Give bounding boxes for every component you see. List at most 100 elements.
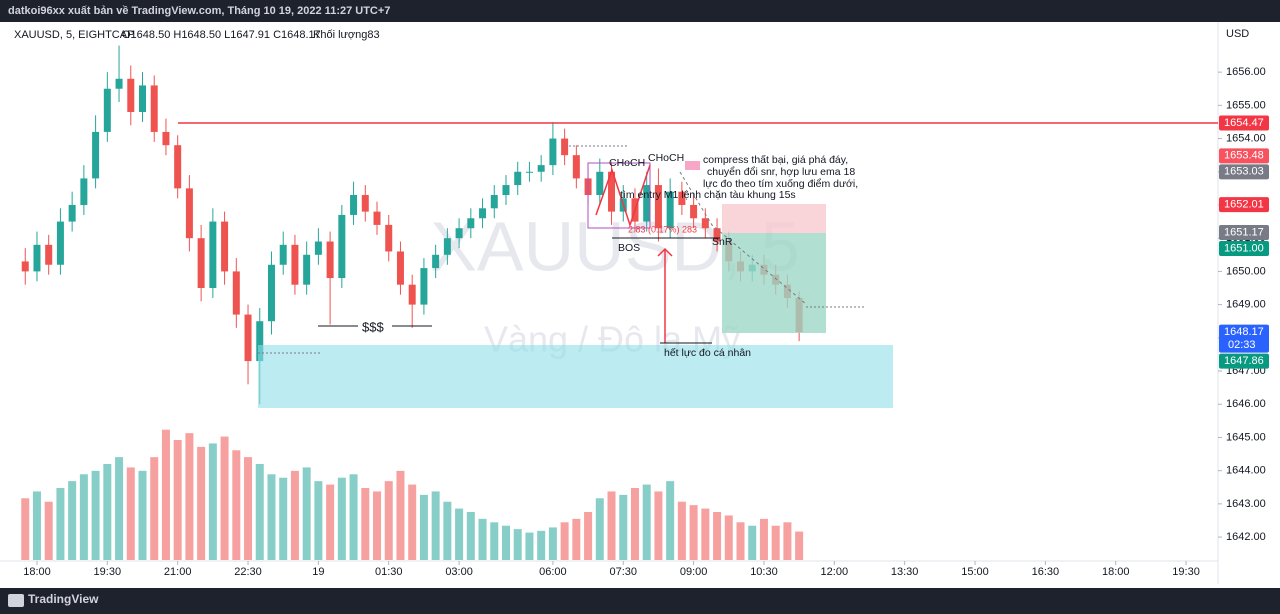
candle-body [596,171,604,196]
top-bar [0,0,1280,22]
candle-body [408,284,416,305]
volume-bar [654,491,663,560]
y-tick-label: 1643.00 [1226,498,1266,510]
x-tick-label: 01:30 [375,566,403,578]
x-tick-label: 22:30 [234,566,262,578]
volume-bar [349,474,358,560]
candle-body [572,155,580,179]
volume-bar [232,450,241,560]
volume-bar [619,494,628,560]
volume-bar [279,477,288,560]
annotation: chuyển đổi snr, hợp lưu ema 18 [707,166,855,178]
price-tag [1219,324,1269,353]
x-tick-label: 07:30 [609,566,637,578]
ohlc-legend: O1648.50 H1648.50 L1647.91 C1648.17 [122,29,321,41]
price-tag-label: 1654.47 [1224,117,1264,129]
volume-bar [68,481,77,560]
x-tick-label: 12:00 [821,566,849,578]
price-tag-label: 1651.17 [1224,226,1264,238]
annotation: lực đo theo tím xuống điểm dưới, [703,178,858,190]
candle-body [420,268,428,305]
volume-bar [56,488,65,560]
candle-body [256,321,264,362]
candle-body [514,171,522,186]
annotation: 2.83 (0.17%) 283 [628,224,697,234]
y-tick-label: 1654.00 [1226,132,1266,144]
volume-bar [185,433,194,560]
y-tick-label: 1642.00 [1226,531,1266,543]
x-tick-label: 10:30 [750,566,778,578]
volume-bar [302,467,311,560]
price-tag-label: 1653.03 [1224,166,1264,178]
volume-bar [244,457,253,560]
header: datkoi96xx xuất bản về TradingView.com, … [8,5,390,17]
candle-body [21,261,29,272]
annotations: CHoCH CHoCH BOS SnR $$$ hết lực đo cá nh… [362,152,858,359]
candle-body [338,214,346,279]
annotation: CHoCH [609,157,645,169]
volume-bar [795,531,804,560]
volume-bar [548,527,557,560]
volume-bar [513,529,522,560]
volume-bar [21,498,30,560]
y-tick-label: 1656.00 [1226,66,1266,78]
volume-bar [326,484,335,560]
volume-bar [314,481,323,560]
candle-body [361,195,369,212]
drawings [178,122,1218,408]
price-tag-label: 1651.00 [1224,242,1264,254]
candle-body [713,228,721,242]
volume-bar [220,436,229,560]
candle-body [350,195,358,215]
volume-bar [584,512,593,560]
logo [8,594,24,607]
volume-bar [337,477,346,560]
price-tag-label: 1652.01 [1224,199,1264,211]
volume-bar [677,501,686,560]
volume-bar [630,488,639,560]
price-tag-label: 1647.86 [1224,355,1264,367]
volume-bar [361,488,370,560]
x-tick-label: 18:00 [1102,566,1130,578]
volume-bar [759,518,768,560]
annotation: SnR [712,236,733,248]
candle-body [396,251,404,285]
volume-bar [713,512,722,560]
y-tick-label: 1649.00 [1226,299,1266,311]
zigzag [595,164,651,228]
candle-body [197,238,205,289]
volume-bar [91,470,100,560]
candle-body [537,165,545,172]
annotation: tìm entry M1 lệnh chặn tàu khung 15s [620,189,796,201]
candle-body [690,204,698,219]
candle-body [666,191,674,229]
volume-bar [666,481,675,560]
footer: TradingView [28,592,99,606]
volume-legend: Khối lượng83 [313,29,380,41]
candle-body [303,254,311,285]
candle-body [279,244,287,265]
candle-body [373,211,381,225]
candle-body [525,171,533,173]
volume-bar [490,522,499,560]
stop-zone [722,204,826,233]
trend-line [679,171,807,305]
candle-body [385,224,393,252]
bottom-bar [0,588,1280,614]
x-tick-label: 19:30 [1172,566,1200,578]
y-tick-label: 1650.00 [1226,265,1266,277]
y-tick-label: 1646.00 [1226,398,1266,410]
volume-bar [560,522,569,560]
zone [258,345,893,408]
x-tick-label: 18:00 [23,566,51,578]
volume-bar [607,491,616,560]
target-zone [722,233,826,333]
candle-body [221,221,229,272]
box [587,162,651,229]
candle-body [244,314,252,362]
volume-bar [115,457,124,560]
marker [685,161,700,170]
candle-body [490,195,498,209]
annotation: $$$ [362,319,384,334]
